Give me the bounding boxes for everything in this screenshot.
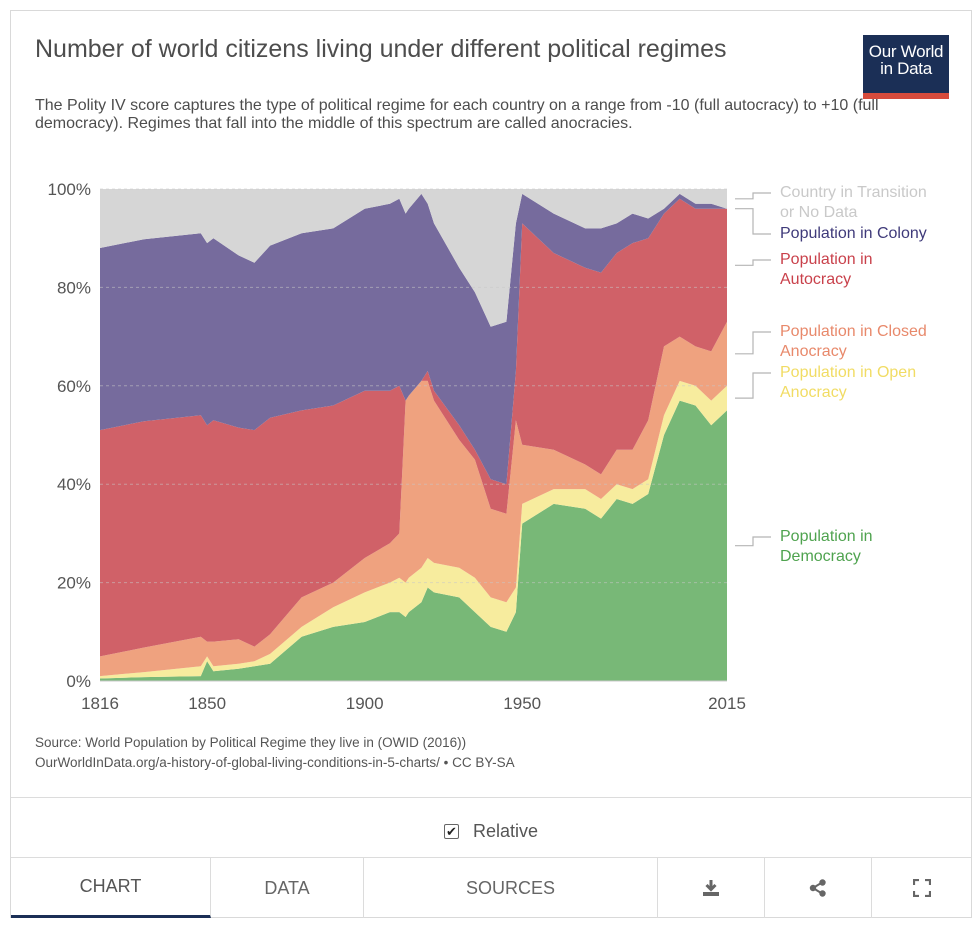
download-icon <box>703 880 719 896</box>
legend-label[interactable]: Country in Transition <box>780 184 927 201</box>
legend-leader-line <box>735 192 771 200</box>
area-series-0[interactable] <box>100 400 727 681</box>
logo-accent-bar <box>863 93 949 99</box>
tab-bar: CHART DATA SOURCES <box>11 858 971 918</box>
y-tick-label: 80% <box>57 278 91 297</box>
source-line: Source: World Population by Political Re… <box>35 735 467 750</box>
area-series-2[interactable] <box>100 321 727 677</box>
legend-label[interactable]: Population in Open <box>780 364 916 381</box>
relative-checkbox[interactable]: ✔ <box>443 823 459 839</box>
legend-label[interactable]: Anocracy <box>780 384 847 401</box>
share-button[interactable] <box>765 858 872 918</box>
legend-label[interactable]: Democracy <box>780 548 861 565</box>
x-tick-label: 1850 <box>188 694 226 713</box>
share-icon <box>809 879 826 897</box>
y-tick-label: 0% <box>66 672 91 691</box>
logo-line-1: Our World <box>868 42 944 61</box>
y-tick-label: 100% <box>48 180 91 199</box>
legend-leader-line <box>735 331 771 355</box>
x-axis-ticks: 1816 1850 1900 1950 2015 <box>81 694 746 713</box>
tab-data[interactable]: DATA <box>211 858 364 918</box>
y-tick-label: 60% <box>57 377 91 396</box>
logo-line-2: in Data <box>880 59 932 78</box>
y-axis-ticks: 0% 20% 40% 60% 80% 100% <box>48 180 91 691</box>
divider <box>11 857 971 858</box>
chart-gridlines <box>100 188 727 682</box>
x-tick-label: 1950 <box>503 694 541 713</box>
area-series-3[interactable] <box>100 198 727 657</box>
tab-sources[interactable]: SOURCES <box>364 858 658 918</box>
legend-label[interactable]: Population in <box>780 528 873 545</box>
chart-title: Number of world citizens living under di… <box>35 35 727 63</box>
legend-label[interactable]: Anocracy <box>780 343 847 360</box>
legend-leader-line <box>735 372 771 399</box>
legend-label[interactable]: or No Data <box>780 204 857 221</box>
legend-label[interactable]: Population in Colony <box>780 225 927 242</box>
y-tick-label: 20% <box>57 574 91 593</box>
download-button[interactable] <box>658 858 765 918</box>
tab-chart[interactable]: CHART <box>11 858 211 918</box>
x-tick-label: 1900 <box>346 694 384 713</box>
relative-toggle[interactable]: ✔ Relative <box>11 808 971 854</box>
owid-logo[interactable]: Our World in Data <box>863 35 949 99</box>
relative-label: Relative <box>472 820 539 841</box>
legend-leader-line <box>735 208 771 235</box>
chart-legend: Country in Transition or No Data Populatio… <box>735 184 927 565</box>
stacked-area-chart: 0%20%40%60%80%100% 1816 1850 1900 1950 2015 … <box>48 180 927 713</box>
area-series-4[interactable] <box>100 193 727 485</box>
legend-label[interactable]: Population in <box>780 251 873 268</box>
chart-subtitle: The Polity IV score captures the type of… <box>35 97 879 132</box>
legend-label[interactable]: Population in Closed <box>780 323 927 340</box>
fullscreen-icon <box>912 879 931 897</box>
fullscreen-button[interactable] <box>872 858 971 918</box>
area-series-5[interactable] <box>100 189 727 327</box>
x-tick-label: 2015 <box>708 694 746 713</box>
chart-areas <box>100 189 727 681</box>
legend-label[interactable]: Autocracy <box>780 271 851 288</box>
x-tick-label: 1816 <box>81 694 119 713</box>
chart-card: Number of world citizens living under di… <box>10 10 972 918</box>
legend-leader-line <box>735 536 771 547</box>
source-url-line[interactable]: OurWorldInData.org/a-history-of-global-l… <box>35 755 515 770</box>
y-tick-label: 40% <box>57 475 91 494</box>
legend-leader-line <box>735 259 771 266</box>
source-note: Source: World Population by Political Re… <box>35 733 515 773</box>
divider <box>11 797 971 798</box>
